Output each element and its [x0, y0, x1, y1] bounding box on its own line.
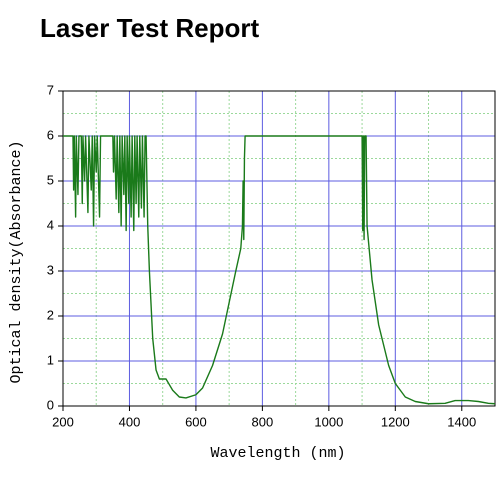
x-tick-label: 400 [119, 414, 141, 429]
x-tick-label: 600 [185, 414, 207, 429]
data-line [63, 135, 496, 405]
y-tick-label: 6 [47, 127, 54, 142]
x-tick-label: 800 [252, 414, 274, 429]
x-axis-label: Wavelength (nm) [210, 445, 345, 462]
y-tick-label: 2 [47, 307, 54, 322]
y-tick-label: 7 [47, 82, 54, 97]
x-tick-label: 1200 [381, 414, 410, 429]
x-tick-label: 1000 [314, 414, 343, 429]
x-tick-label: 1400 [447, 414, 476, 429]
y-tick-label: 0 [47, 397, 54, 412]
chart-title: Laser Test Report [40, 13, 259, 43]
plot-frame [62, 90, 496, 407]
y-tick-label: 3 [47, 262, 54, 277]
y-tick-label: 4 [47, 217, 54, 232]
y-tick-label: 1 [47, 352, 54, 367]
x-tick-label: 200 [52, 414, 74, 429]
y-tick-label: 5 [47, 172, 54, 187]
y-axis-label: Optical density(Absorbance) [8, 140, 25, 383]
